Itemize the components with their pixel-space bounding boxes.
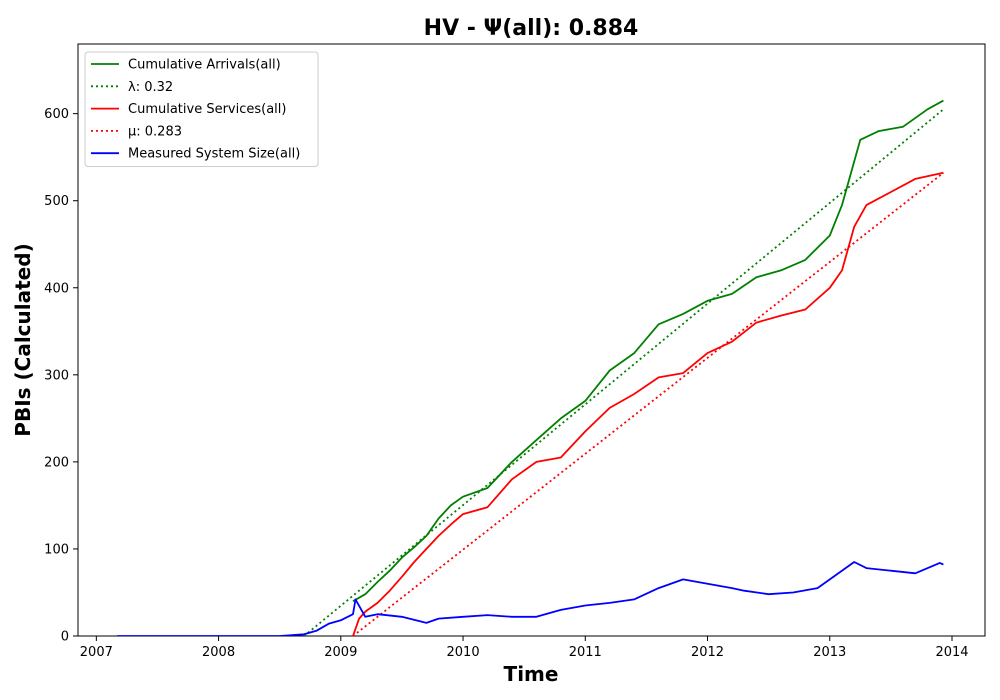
x-tick-label: 2010	[447, 645, 480, 660]
legend-label: Cumulative Services(all)	[128, 102, 286, 117]
x-tick-label: 2011	[569, 645, 602, 660]
series-line-2	[303, 108, 944, 636]
legend-label: Cumulative Arrivals(all)	[128, 58, 281, 73]
series-line-1	[352, 99, 944, 602]
y-tick-label: 400	[44, 281, 69, 296]
y-tick-label: 0	[61, 630, 69, 645]
x-axis-title: Time	[504, 662, 559, 686]
x-tick-label: 2014	[935, 645, 968, 660]
series-layer	[117, 99, 944, 636]
plot-frame	[77, 43, 986, 637]
x-tick-label: 2008	[202, 645, 235, 660]
y-tick-label: 300	[44, 368, 69, 383]
chart-title: HV - Ψ(all): 0.884	[424, 16, 639, 41]
x-tick-label: 2012	[691, 645, 724, 660]
series-line-5	[117, 561, 944, 636]
legend-label: μ: 0.283	[128, 124, 182, 139]
y-tick-label: 500	[44, 194, 69, 209]
y-tick-label: 200	[44, 455, 69, 470]
legend-label: λ: 0.32	[128, 80, 173, 95]
legend-box	[84, 51, 319, 167]
plot-area	[77, 43, 986, 637]
y-axis-title: PBIs (Calculated)	[11, 243, 35, 436]
y-tick-label: 100	[44, 542, 69, 557]
legend: Cumulative Arrivals(all) λ: 0.32 Cumulativ…	[84, 51, 319, 167]
x-tick-label: 2009	[324, 645, 357, 660]
series-line-4	[352, 172, 944, 636]
x-axis-ticks: 2007 2008 2009 2010 2011 2012 2013 2014	[80, 636, 969, 660]
legend-label: Measured System Size(all)	[128, 147, 300, 162]
series-line-3	[352, 171, 944, 636]
x-tick-label: 2013	[813, 645, 846, 660]
y-tick-label: 600	[44, 107, 69, 122]
x-tick-label: 2007	[80, 645, 113, 660]
y-axis-ticks: 0 100 200 300 400 500 600	[44, 107, 78, 645]
